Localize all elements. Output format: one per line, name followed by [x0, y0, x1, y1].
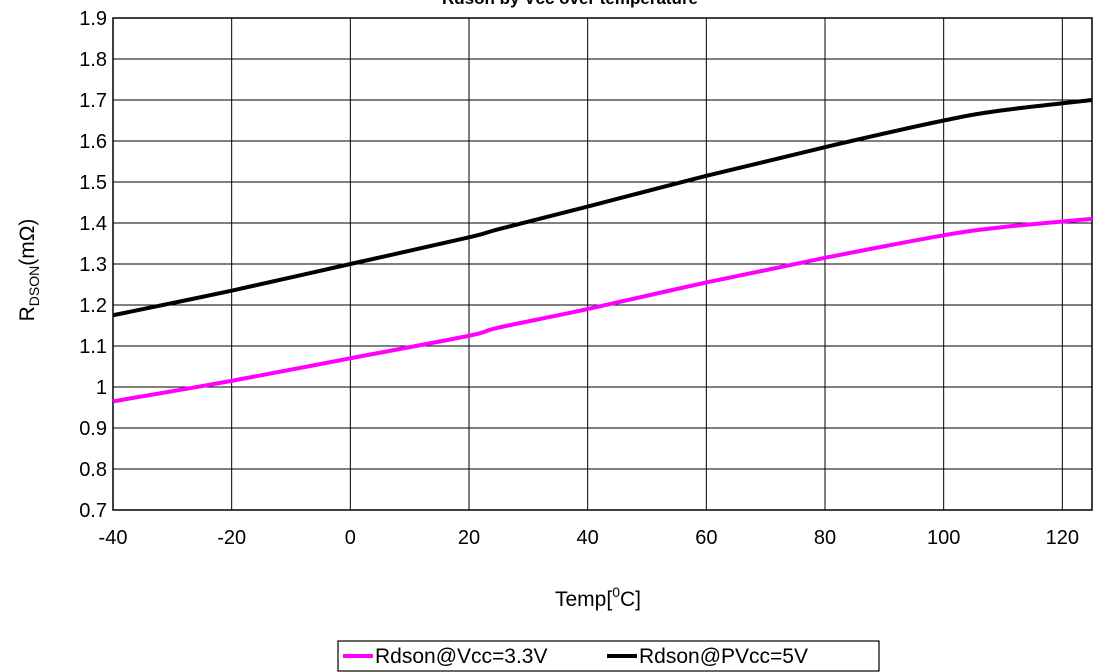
legend: Rdson@Vcc=3.3V Rdson@PVcc=5V: [337, 640, 880, 672]
y-tick-label: 1.1: [79, 336, 107, 358]
x-axis-title: Temp[0C]: [555, 584, 641, 611]
y-tick-label: 0.8: [79, 459, 107, 481]
y-tick-labels: 0.7 0.8 0.9 1 1.1 1.2 1.3 1.4 1.5 1.6 1.7 1.8 1.9: [79, 8, 107, 522]
x-tick-label: 60: [695, 527, 717, 549]
y-axis-title: RDSON(mΩ): [16, 219, 42, 322]
x-tick-label: 40: [577, 527, 599, 549]
x-tick-labels: -40 -20 0 20 40 60 80 100 120: [99, 527, 1079, 549]
y-tick-label: 1.6: [79, 131, 107, 153]
y-tick-label: 1.4: [79, 213, 107, 235]
legend-label-pvcc-5v: Rdson@PVcc=5V: [639, 645, 808, 668]
legend-label-vcc-3v3: Rdson@Vcc=3.3V: [375, 645, 548, 668]
x-tick-label: -20: [217, 527, 246, 549]
y-tick-label: 1.5: [79, 172, 107, 194]
y-tick-label: 1.7: [79, 90, 107, 112]
x-tick-label: 80: [814, 527, 836, 549]
y-tick-label: 0.7: [79, 500, 107, 522]
x-tick-label: 100: [927, 527, 960, 549]
series-line-0: [112, 216, 1093, 404]
x-tick-label: 120: [1046, 527, 1079, 549]
chart-title: Rdson by Vcc over temperature: [442, 0, 698, 8]
series-lines: [112, 98, 1093, 404]
y-tick-label: 1.9: [79, 8, 107, 30]
grid: [112, 17, 1092, 511]
series-line-1: [112, 98, 1093, 318]
plot-frame: [112, 17, 1093, 511]
x-tick-label: 0: [345, 527, 356, 549]
x-tick-label: 20: [458, 527, 480, 549]
x-tick-label: -40: [99, 527, 128, 549]
y-tick-label: 1.8: [79, 49, 107, 71]
y-tick-label: 1.3: [79, 254, 107, 276]
y-tick-label: 1.2: [79, 295, 107, 317]
y-tick-label: 0.9: [79, 418, 107, 440]
y-tick-label: 1: [96, 377, 107, 399]
